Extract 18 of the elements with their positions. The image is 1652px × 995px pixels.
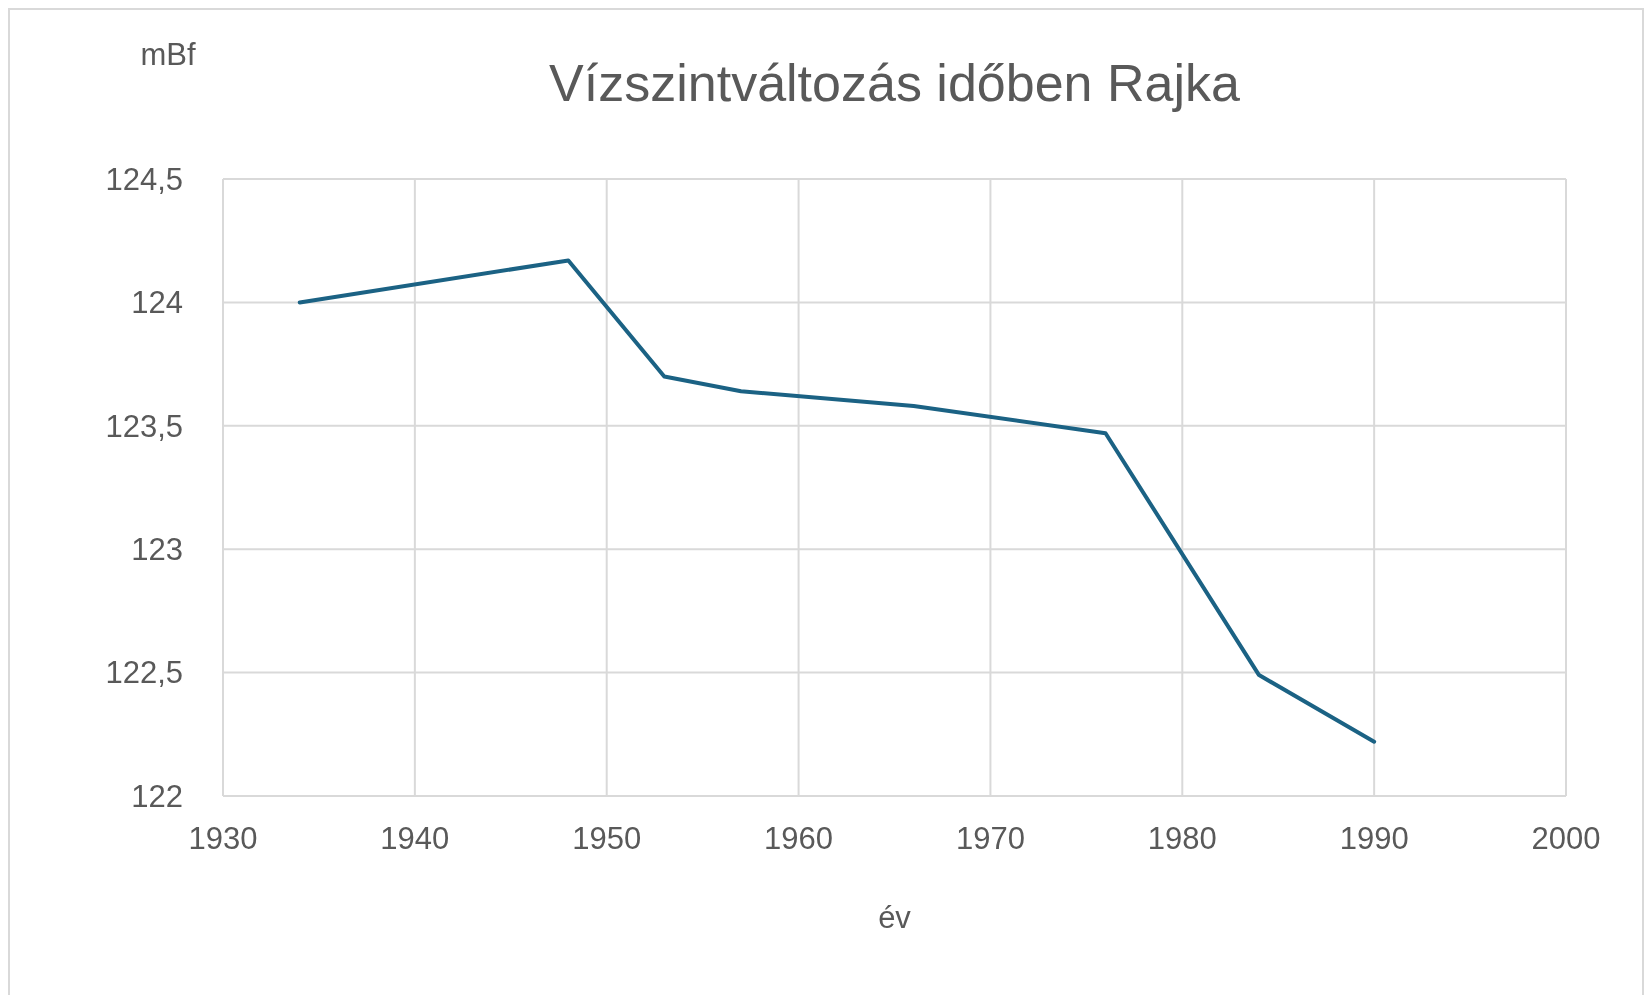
line-series xyxy=(297,258,1377,744)
x-tick-label: 1940 xyxy=(380,821,450,856)
y-tick-label: 124,5 xyxy=(105,161,183,197)
y-tick-label: 123 xyxy=(131,532,183,568)
x-tick-label: 1990 xyxy=(1339,821,1409,856)
x-axis-title: év xyxy=(878,900,912,935)
x-tick-label: 1960 xyxy=(764,821,834,856)
x-tick-label: 1970 xyxy=(955,821,1025,856)
x-tick-label: 1950 xyxy=(572,821,642,856)
x-tick-label: 1980 xyxy=(1147,821,1217,856)
chart-title: Vízszintváltozás időben Rajka xyxy=(549,54,1240,112)
x-tick-label: 1930 xyxy=(188,821,258,856)
y-axis-title: mBf xyxy=(140,37,196,72)
y-tick-label: 123,5 xyxy=(105,408,183,444)
x-tick-label: 2000 xyxy=(1531,821,1601,856)
y-tick-label: 122,5 xyxy=(105,655,183,691)
y-tick-label: 124 xyxy=(131,285,183,321)
y-tick-label: 122 xyxy=(131,778,183,814)
